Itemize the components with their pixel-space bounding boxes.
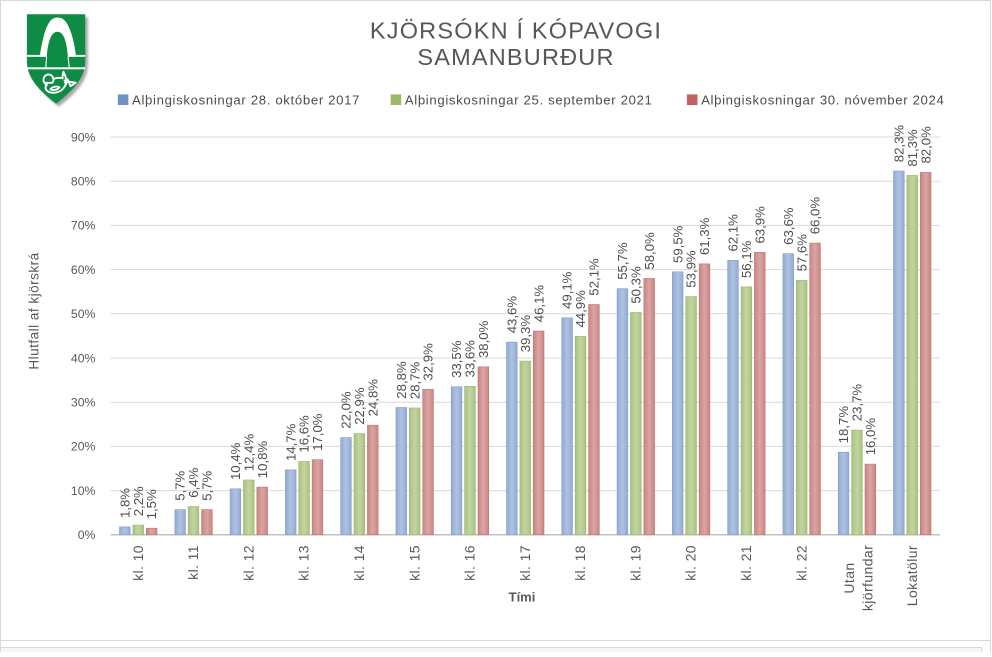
- svg-text:53,9%: 53,9%: [684, 250, 699, 288]
- svg-text:44,9%: 44,9%: [573, 290, 588, 328]
- svg-text:56,1%: 56,1%: [739, 240, 754, 278]
- svg-text:kl. 11: kl. 11: [185, 545, 201, 580]
- svg-text:SAMANBURÐUR: SAMANBURÐUR: [417, 44, 614, 70]
- svg-text:80%: 80%: [71, 175, 96, 189]
- svg-text:Alþingiskosningar 30. nóvember: Alþingiskosningar 30. nóvember 2024: [701, 93, 944, 108]
- svg-text:10,4%: 10,4%: [228, 442, 243, 480]
- svg-text:kl. 20: kl. 20: [683, 545, 699, 581]
- svg-text:kl. 13: kl. 13: [296, 545, 312, 581]
- svg-text:24,8%: 24,8%: [365, 379, 380, 417]
- svg-text:kl. 10: kl. 10: [130, 545, 146, 581]
- svg-text:90%: 90%: [71, 130, 96, 144]
- svg-text:52,1%: 52,1%: [587, 258, 602, 296]
- svg-text:Tími: Tími: [509, 590, 536, 605]
- svg-text:12,4%: 12,4%: [241, 434, 256, 472]
- svg-text:1,8%: 1,8%: [117, 488, 132, 518]
- svg-text:30%: 30%: [71, 396, 96, 410]
- svg-text:kl. 22: kl. 22: [793, 545, 809, 581]
- svg-text:KJÖRSÓKN Í KÓPAVOGI: KJÖRSÓKN Í KÓPAVOGI: [370, 18, 662, 44]
- svg-text:57,6%: 57,6%: [794, 234, 809, 272]
- svg-text:63,9%: 63,9%: [752, 206, 767, 244]
- svg-text:10,8%: 10,8%: [255, 441, 270, 479]
- svg-text:22,0%: 22,0%: [339, 391, 354, 429]
- svg-text:66,0%: 66,0%: [808, 197, 823, 235]
- svg-text:Hlutfall af kjörskrá: Hlutfall af kjörskrá: [27, 252, 42, 369]
- svg-text:2,2%: 2,2%: [131, 486, 146, 516]
- svg-text:62,1%: 62,1%: [726, 214, 741, 252]
- svg-text:0%: 0%: [78, 528, 96, 542]
- svg-text:kl. 21: kl. 21: [738, 545, 754, 581]
- svg-text:43,6%: 43,6%: [504, 296, 519, 334]
- svg-text:14,7%: 14,7%: [283, 423, 298, 461]
- svg-text:46,1%: 46,1%: [531, 285, 546, 323]
- svg-text:17,0%: 17,0%: [310, 413, 325, 451]
- svg-text:kl. 19: kl. 19: [627, 545, 643, 581]
- svg-text:60%: 60%: [71, 263, 96, 277]
- svg-text:kl. 15: kl. 15: [406, 545, 422, 581]
- svg-text:82,3%: 82,3%: [891, 125, 906, 163]
- svg-text:82,0%: 82,0%: [918, 126, 933, 164]
- svg-text:50,3%: 50,3%: [628, 266, 643, 304]
- svg-text:5,7%: 5,7%: [200, 470, 215, 500]
- svg-text:16,6%: 16,6%: [297, 415, 312, 453]
- svg-text:20%: 20%: [71, 440, 96, 454]
- svg-text:Lokatölur: Lokatölur: [904, 545, 920, 606]
- svg-text:40%: 40%: [71, 351, 96, 365]
- svg-text:1,5%: 1,5%: [144, 489, 159, 519]
- svg-text:28,7%: 28,7%: [407, 361, 422, 399]
- svg-text:5,7%: 5,7%: [173, 470, 188, 500]
- svg-text:50%: 50%: [71, 307, 96, 321]
- svg-text:Utan: Utan: [841, 562, 857, 593]
- svg-text:58,0%: 58,0%: [642, 232, 657, 270]
- svg-text:55,7%: 55,7%: [615, 242, 630, 280]
- svg-text:kl. 14: kl. 14: [351, 545, 367, 581]
- svg-text:Alþingiskosningar 25. septembe: Alþingiskosningar 25. september 2021: [405, 93, 653, 108]
- svg-text:23,7%: 23,7%: [850, 384, 865, 422]
- svg-text:22,9%: 22,9%: [352, 387, 367, 425]
- svg-text:33,6%: 33,6%: [463, 340, 478, 378]
- svg-text:kl. 17: kl. 17: [517, 545, 533, 581]
- svg-text:32,9%: 32,9%: [421, 343, 436, 381]
- svg-text:6,4%: 6,4%: [186, 467, 201, 497]
- svg-text:kl. 12: kl. 12: [240, 545, 256, 581]
- svg-text:39,3%: 39,3%: [518, 315, 533, 353]
- svg-text:18,7%: 18,7%: [836, 406, 851, 444]
- svg-text:38,0%: 38,0%: [476, 320, 491, 358]
- svg-text:70%: 70%: [71, 219, 96, 233]
- svg-text:16,0%: 16,0%: [863, 418, 878, 456]
- svg-text:61,3%: 61,3%: [697, 217, 712, 255]
- svg-text:Alþingiskosningar 28. október: Alþingiskosningar 28. október 2017: [132, 93, 360, 108]
- svg-text:28,8%: 28,8%: [394, 361, 409, 399]
- svg-text:10%: 10%: [71, 484, 96, 498]
- svg-text:59,5%: 59,5%: [670, 225, 685, 263]
- svg-text:kl. 18: kl. 18: [572, 545, 588, 581]
- svg-text:33,5%: 33,5%: [449, 340, 464, 378]
- svg-text:kjörfundar: kjörfundar: [859, 545, 875, 611]
- svg-text:kl. 16: kl. 16: [462, 545, 478, 581]
- svg-text:49,1%: 49,1%: [560, 271, 575, 309]
- svg-text:81,3%: 81,3%: [905, 129, 920, 167]
- svg-text:63,6%: 63,6%: [781, 207, 796, 245]
